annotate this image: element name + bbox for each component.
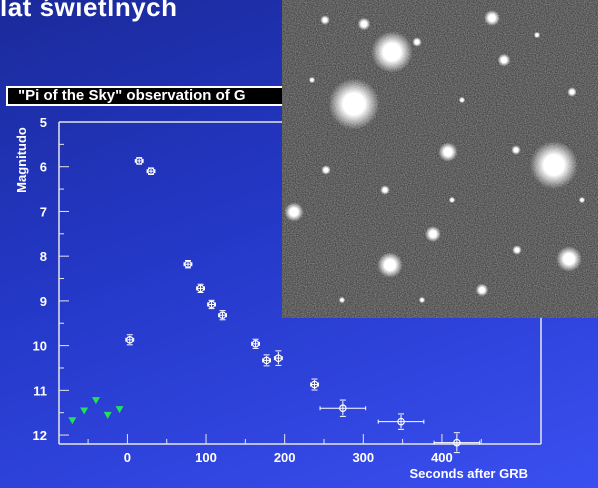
point-marker [135, 157, 144, 165]
upper-limit-marker [80, 407, 89, 415]
x-tick-label: 200 [274, 450, 296, 465]
star-core [535, 33, 539, 37]
star-core [543, 154, 565, 176]
star-core [580, 198, 584, 202]
data-point [377, 413, 425, 430]
star-core [361, 21, 367, 27]
x-tick-label: 100 [195, 450, 217, 465]
slide-heading: lat świetlnych [0, 0, 178, 22]
data-point [319, 399, 367, 417]
star-core [479, 287, 485, 293]
star-field [284, 10, 586, 304]
point-marker [397, 417, 405, 426]
point-marker [196, 284, 205, 293]
upper-limit-marker [91, 397, 100, 405]
data-point [251, 338, 261, 349]
data-point [125, 334, 135, 346]
star-core [429, 230, 437, 238]
x-tick-label: 0 [124, 450, 131, 465]
point-marker [339, 404, 347, 413]
sky-field-image [282, 0, 598, 318]
y-tick-label: 6 [40, 160, 47, 175]
plot-title-box: "Pi of the Sky" observation of G [6, 86, 306, 106]
upper-limit-marker [103, 411, 112, 419]
star-core [488, 14, 496, 22]
star-core [514, 247, 520, 253]
y-tick-label: 8 [40, 249, 47, 264]
point-marker [262, 356, 271, 365]
star-core [310, 78, 314, 82]
upper-limit-marker [68, 417, 77, 425]
data-point [273, 350, 283, 366]
data-point [310, 378, 319, 391]
star-core [323, 167, 329, 173]
star-core [513, 147, 519, 153]
chart-axes: 5 6 7 8 9 10 11 12 0 100 200 300 400 [33, 115, 542, 465]
plot-title: "Pi of the Sky" observation of G [18, 87, 246, 104]
star-core [322, 17, 328, 23]
star-core [340, 298, 344, 302]
point-marker [218, 311, 227, 320]
y-tick-label: 12 [33, 428, 47, 443]
star-core [450, 198, 454, 202]
star-core [443, 147, 453, 157]
star-core [289, 207, 299, 217]
data-point [183, 260, 193, 269]
y-tick-label: 11 [33, 383, 47, 398]
data-point [207, 299, 216, 310]
star-core [460, 98, 464, 102]
point-marker [147, 167, 155, 175]
star-core [501, 57, 507, 63]
star-core [569, 89, 575, 95]
upper-limit-marker [115, 406, 124, 414]
star-core [384, 259, 396, 271]
x-tick-label: 300 [352, 450, 374, 465]
y-axis-label: Magnitudo [14, 127, 29, 193]
data-point [196, 283, 205, 293]
star-core [414, 39, 420, 45]
x-tick-label: 400 [431, 450, 453, 465]
point-marker [274, 354, 283, 362]
data-point [146, 167, 156, 175]
y-tick-label: 5 [40, 115, 47, 130]
data-point [262, 354, 272, 367]
point-marker [251, 340, 260, 348]
data-point [433, 432, 481, 454]
point-marker [184, 260, 192, 269]
y-tick-label: 7 [40, 204, 47, 219]
point-marker [310, 380, 319, 389]
x-axis-label: Seconds after GRB [410, 466, 528, 481]
data-point [134, 157, 144, 165]
point-marker [207, 300, 216, 309]
star-core [563, 253, 575, 265]
y-tick-label: 9 [40, 294, 47, 309]
star-core [382, 42, 402, 62]
star-core [420, 298, 424, 302]
point-marker [453, 438, 461, 447]
y-tick-label: 10 [33, 339, 47, 354]
data-point [218, 310, 227, 321]
point-marker [125, 335, 134, 344]
star-core [342, 92, 366, 116]
star-core [382, 187, 388, 193]
chart-marks [68, 157, 481, 454]
